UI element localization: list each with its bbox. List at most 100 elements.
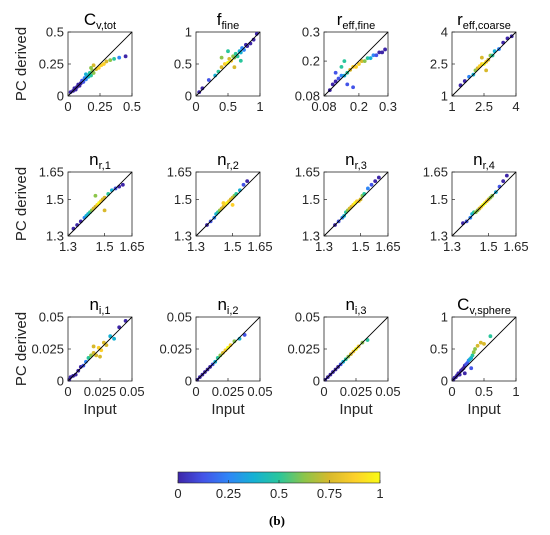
data-point (369, 182, 374, 187)
one-to-one-line (451, 171, 517, 237)
data-point (104, 59, 109, 64)
data-point (368, 56, 373, 61)
x-tick-label: 0 (192, 99, 199, 114)
x-tick-label: 1.5 (224, 239, 242, 254)
y-tick-label: 0 (313, 374, 320, 389)
y-tick-label: 1 (441, 89, 448, 104)
y-axis-label: PC derived (13, 27, 30, 101)
one-to-one-line (451, 31, 517, 97)
x-tick-label: 0.5 (475, 384, 493, 399)
data-point (89, 73, 93, 78)
colorbar-tick-label: 0.25 (216, 486, 241, 501)
x-tick-label: 0.5 (219, 99, 237, 114)
panel-title: ni,1 (89, 295, 110, 317)
x-tick-label: 0.2 (350, 99, 368, 114)
y-tick-label: 0.08 (295, 89, 320, 104)
data-point (339, 73, 344, 78)
data-point (484, 68, 489, 73)
data-point (482, 341, 486, 346)
data-point (117, 55, 122, 60)
panel-title: reff,coarse (457, 10, 511, 32)
figure-caption: (b) (269, 513, 285, 528)
data-point (123, 318, 128, 323)
data-point (91, 344, 96, 349)
x-tick-label: 0 (192, 384, 199, 399)
panel-title: nr,2 (217, 150, 239, 172)
data-point (501, 179, 506, 184)
panel-6: 1.31.3 1.5 1.5 1.65 1.65 nr,3 (295, 150, 401, 254)
x-tick-label: 0.025 (212, 384, 245, 399)
panel-1: 00 0.5 0.5 1 1 ffine (174, 10, 264, 114)
data-point (377, 50, 382, 55)
panel-title: nr,1 (89, 150, 111, 172)
x-tick-label: 0.05 (247, 384, 272, 399)
x-tick-label: 1 (256, 99, 263, 114)
panel-title: ni,3 (345, 295, 366, 317)
data-point (101, 62, 106, 66)
y-tick-label: 0 (185, 89, 192, 104)
y-tick-label: 1.65 (39, 165, 64, 180)
data-point (117, 325, 122, 330)
data-point (93, 193, 98, 198)
panel-title: ni,2 (217, 295, 238, 317)
data-point (345, 82, 350, 87)
x-tick-label: 1.5 (480, 239, 498, 254)
y-tick-label: 1.5 (302, 192, 320, 207)
data-point (238, 58, 243, 63)
data-point (226, 49, 230, 54)
data-point (479, 55, 484, 60)
x-tick-label: 0.08 (311, 99, 336, 114)
x-tick-label: 0.025 (340, 384, 373, 399)
x-axis-label: Input (83, 401, 117, 418)
scatter-panels: 000.250.250.50.5Cv,tot000.50.511ffine0.0… (13, 10, 529, 418)
data-point (473, 347, 477, 351)
data-point (333, 70, 338, 75)
y-tick-label: 0.025 (159, 342, 192, 357)
data-point (330, 82, 335, 87)
panel-3: 11 2.5 2.5 4 4 reff,coarse (430, 10, 520, 114)
y-tick-label: 1.65 (167, 165, 192, 180)
y-tick-label: 1.3 (302, 229, 320, 244)
data-point (359, 59, 364, 63)
data-point (104, 343, 109, 348)
panel-0: 00 0.25 0.25 0.5 0.5 Cv,tot (39, 10, 141, 114)
data-point (373, 179, 378, 184)
data-point (91, 350, 96, 355)
x-tick-label: 0 (320, 384, 327, 399)
x-tick-label: 0.05 (375, 384, 400, 399)
data-point (380, 50, 385, 55)
y-tick-label: 1 (185, 25, 192, 40)
x-tick-label: 1.65 (119, 239, 144, 254)
panel-4: 1.31.3 1.5 1.5 1.65 1.65 nr,1 (39, 150, 145, 254)
y-tick-label: 0.5 (174, 57, 192, 72)
data-point (108, 334, 113, 339)
data-point (232, 65, 237, 70)
y-tick-label: 0.05 (39, 310, 64, 325)
data-point (89, 65, 93, 70)
data-point (112, 56, 116, 61)
y-tick-label: 0.5 (430, 342, 448, 357)
data-point (339, 65, 344, 69)
one-to-one-line (451, 316, 517, 382)
x-axis-label: Input (211, 401, 245, 418)
y-tick-label: 0.2 (302, 54, 320, 69)
data-point (336, 76, 341, 81)
x-tick-label: 1.65 (503, 239, 528, 254)
data-point (376, 175, 381, 180)
data-point (478, 340, 483, 345)
y-tick-label: 0.025 (31, 342, 64, 357)
y-tick-label: 0 (57, 374, 64, 389)
one-to-one-line (195, 316, 261, 382)
x-tick-label: 0.3 (379, 99, 397, 114)
data-point (84, 72, 88, 77)
x-tick-label: 4 (512, 99, 519, 114)
x-axis-label: Input (339, 401, 373, 418)
x-tick-label: 1.5 (96, 239, 114, 254)
data-point (120, 182, 125, 187)
one-to-one-line (67, 31, 133, 97)
x-axis-label: Input (467, 401, 501, 418)
x-tick-label: 0 (64, 384, 71, 399)
